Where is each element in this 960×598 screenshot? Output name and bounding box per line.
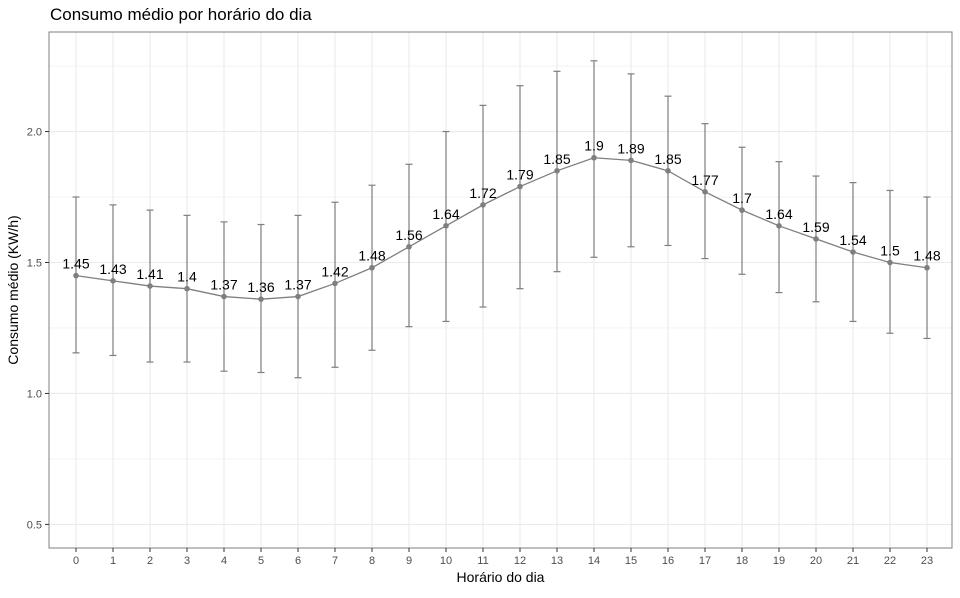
data-label: 1.77 — [691, 172, 718, 188]
data-label: 1.9 — [584, 138, 604, 154]
data-label: 1.56 — [395, 227, 422, 243]
data-point — [480, 202, 486, 208]
data-label: 1.64 — [432, 206, 459, 222]
data-point — [739, 207, 745, 213]
data-point — [776, 223, 782, 229]
data-label: 1.36 — [247, 279, 274, 295]
data-label: 1.85 — [543, 151, 570, 167]
x-tick-label: 9 — [406, 555, 412, 567]
data-point — [591, 154, 597, 161]
data-point — [332, 280, 338, 287]
data-point — [887, 259, 893, 266]
data-point — [665, 168, 671, 174]
data-point — [369, 264, 375, 271]
data-label: 1.79 — [506, 167, 533, 183]
x-tick-label: 5 — [258, 555, 264, 567]
data-label: 1.48 — [913, 248, 940, 264]
data-label: 1.45 — [62, 256, 89, 272]
x-tick-label: 13 — [551, 555, 563, 567]
x-tick-label: 7 — [332, 555, 338, 567]
data-label: 1.54 — [839, 232, 866, 248]
x-tick-label: 17 — [699, 555, 711, 567]
data-label: 1.5 — [880, 242, 900, 258]
series-line — [75, 157, 928, 300]
x-tick-label: 21 — [847, 555, 859, 567]
x-tick-label: 23 — [921, 555, 933, 567]
data-label: 1.37 — [210, 277, 237, 293]
x-tick-label: 16 — [662, 555, 674, 567]
data-point — [628, 157, 634, 164]
data-point — [184, 285, 190, 292]
data-point — [443, 223, 449, 229]
data-layer: 1.45 1.43 1.41 1.4 1.37 1.36 1.37 1.42 1.48 1.56 1… — [62, 60, 941, 379]
y-tick-label: 2.0 — [27, 127, 42, 139]
data-point — [147, 283, 153, 289]
x-tick-label: 8 — [369, 555, 375, 567]
x-tick-label: 15 — [625, 555, 637, 567]
x-tick-label: 19 — [773, 555, 785, 567]
x-tick-label: 2 — [147, 555, 153, 567]
x-tick-label: 18 — [736, 555, 748, 567]
data-point — [813, 236, 819, 242]
x-tick-label: 0 — [73, 555, 79, 567]
chart-title: Consumo médio por horário do dia — [50, 5, 312, 24]
data-point — [517, 183, 523, 190]
x-axis-label: Horário do dia — [457, 569, 545, 585]
plot-panel — [48, 31, 953, 549]
data-label: 1.85 — [654, 151, 681, 167]
x-tick-label: 20 — [810, 555, 822, 567]
data-point — [73, 272, 79, 279]
x-tick-label: 10 — [440, 555, 452, 567]
data-label: 1.42 — [321, 263, 348, 279]
data-point — [295, 293, 301, 300]
data-point — [850, 249, 856, 255]
data-label: 1.7 — [732, 190, 752, 206]
x-tick-label: 3 — [184, 555, 190, 567]
y-tick-label: 0.5 — [27, 519, 42, 531]
x-tick-label: 14 — [588, 555, 600, 567]
data-label: 1.41 — [136, 266, 163, 282]
data-point — [702, 188, 708, 195]
data-label: 1.89 — [617, 140, 644, 156]
data-label: 1.37 — [284, 277, 311, 293]
data-point — [221, 293, 227, 300]
y-axis-label: Consumo médio (KW/h) — [5, 215, 21, 364]
x-tick-label: 4 — [221, 555, 227, 567]
axis-layer: 0.51.01.52.00 1 2 3 4 5 6 7 8 9 10 11 12 13 14 15 16 17 18… — [27, 127, 933, 567]
data-point — [110, 278, 116, 284]
data-label: 1.4 — [177, 269, 197, 285]
data-label: 1.43 — [99, 261, 126, 277]
data-point — [406, 243, 412, 250]
x-tick-label: 11 — [477, 555, 488, 567]
x-tick-label: 22 — [884, 555, 896, 567]
data-label: 1.59 — [802, 219, 829, 235]
x-tick-label: 12 — [514, 555, 526, 567]
data-point — [258, 296, 264, 302]
y-tick-label: 1.5 — [27, 257, 42, 269]
y-tick-label: 1.0 — [27, 388, 42, 400]
data-point — [924, 264, 930, 271]
data-point — [554, 168, 560, 174]
x-tick-label: 6 — [295, 555, 301, 567]
data-label: 1.64 — [765, 206, 792, 222]
data-label: 1.48 — [358, 248, 385, 264]
data-label: 1.72 — [469, 185, 496, 201]
x-tick-label: 1 — [110, 555, 116, 567]
